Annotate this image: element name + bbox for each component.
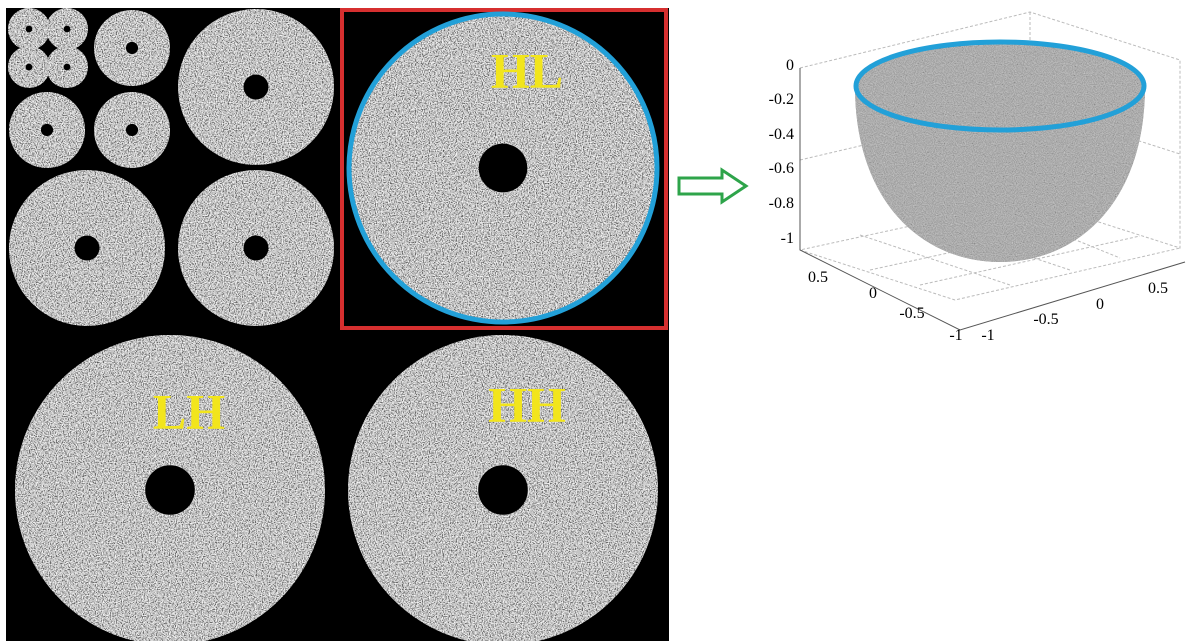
y-tick-label: 0 (1096, 296, 1104, 313)
x-tick-label: -1 (949, 327, 962, 344)
figure: HL LH HH 0 -0.2 -0.4 -0.6 -0.8 -1 0.5 0 -0.5 -1 -1… (0, 0, 1199, 641)
disk-hole (64, 64, 71, 71)
z-tick-label: 0 (786, 57, 794, 74)
disk-hole (244, 75, 269, 100)
disk-hole (26, 64, 33, 71)
disk-hole (145, 465, 195, 515)
disk-hole (479, 144, 528, 193)
z-tick-label: -0.6 (769, 160, 794, 177)
hl-label: HL (491, 42, 563, 98)
x-tick-label: 0.5 (808, 269, 828, 286)
x-tick-label: -0.5 (899, 305, 924, 322)
y-tick-label: 0.5 (1148, 280, 1168, 297)
z-tick-label: -0.4 (769, 126, 794, 143)
arrow (679, 170, 746, 202)
z-tick-label: -0.8 (769, 195, 794, 212)
y-tick-label: -0.5 (1033, 311, 1058, 328)
disk-hole (26, 26, 33, 33)
disk-hole (126, 124, 138, 136)
z-tick-label: -0.2 (769, 91, 794, 108)
disk-hole (64, 26, 71, 33)
page: HL LH HH 0 -0.2 -0.4 -0.6 -0.8 -1 0.5 0 -0.5 -1 -1… (0, 0, 1199, 641)
disk-hole (75, 236, 100, 261)
disk-hole (244, 236, 269, 261)
hh-label: HH (488, 376, 566, 432)
y-tick-label: -1 (981, 327, 994, 344)
x-tick-label: 0 (869, 285, 877, 302)
lh-label: LH (153, 383, 225, 439)
disk-hole (478, 465, 528, 515)
disk-hole (126, 42, 138, 54)
disk-hole (41, 124, 53, 136)
z-tick-label: -1 (781, 230, 794, 247)
